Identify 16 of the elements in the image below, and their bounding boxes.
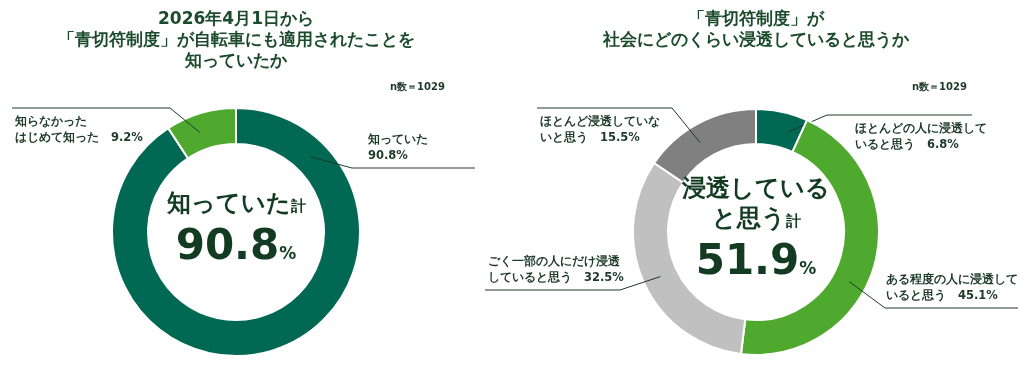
- text: 知っていた計: [166, 188, 306, 217]
- slice-label: ごく一部の人にだけ浸透していると思う 32.5%: [488, 253, 625, 285]
- slice-label: ある程度の人に浸透していると思う 45.1%: [886, 271, 1019, 303]
- data-label: 90.8%: [368, 148, 408, 162]
- text: n数＝1029: [912, 80, 967, 94]
- text: 浸透していると思う計: [682, 173, 830, 232]
- text: 90.8%: [175, 219, 297, 269]
- donut-slice: [111, 107, 361, 357]
- slice-label: ほとんど浸透していないと思う 15.5%: [540, 113, 661, 145]
- text: 51.9%: [695, 234, 817, 284]
- text: n数＝1029: [390, 80, 445, 94]
- chart-title: 2026年4月1日から「青切符制度」が自転車にも適用されたことを知っていたか: [56, 8, 416, 71]
- slice-label: ほとんどの人に浸透していると思う 6.8%: [855, 120, 988, 152]
- chart-title: 「青切符制度」が社会にどのくらい浸透していると思うか: [602, 8, 910, 50]
- slice-label: 知らなかったはじめて知った 9.2%: [15, 113, 144, 145]
- slice-label: 知っていた: [368, 132, 428, 146]
